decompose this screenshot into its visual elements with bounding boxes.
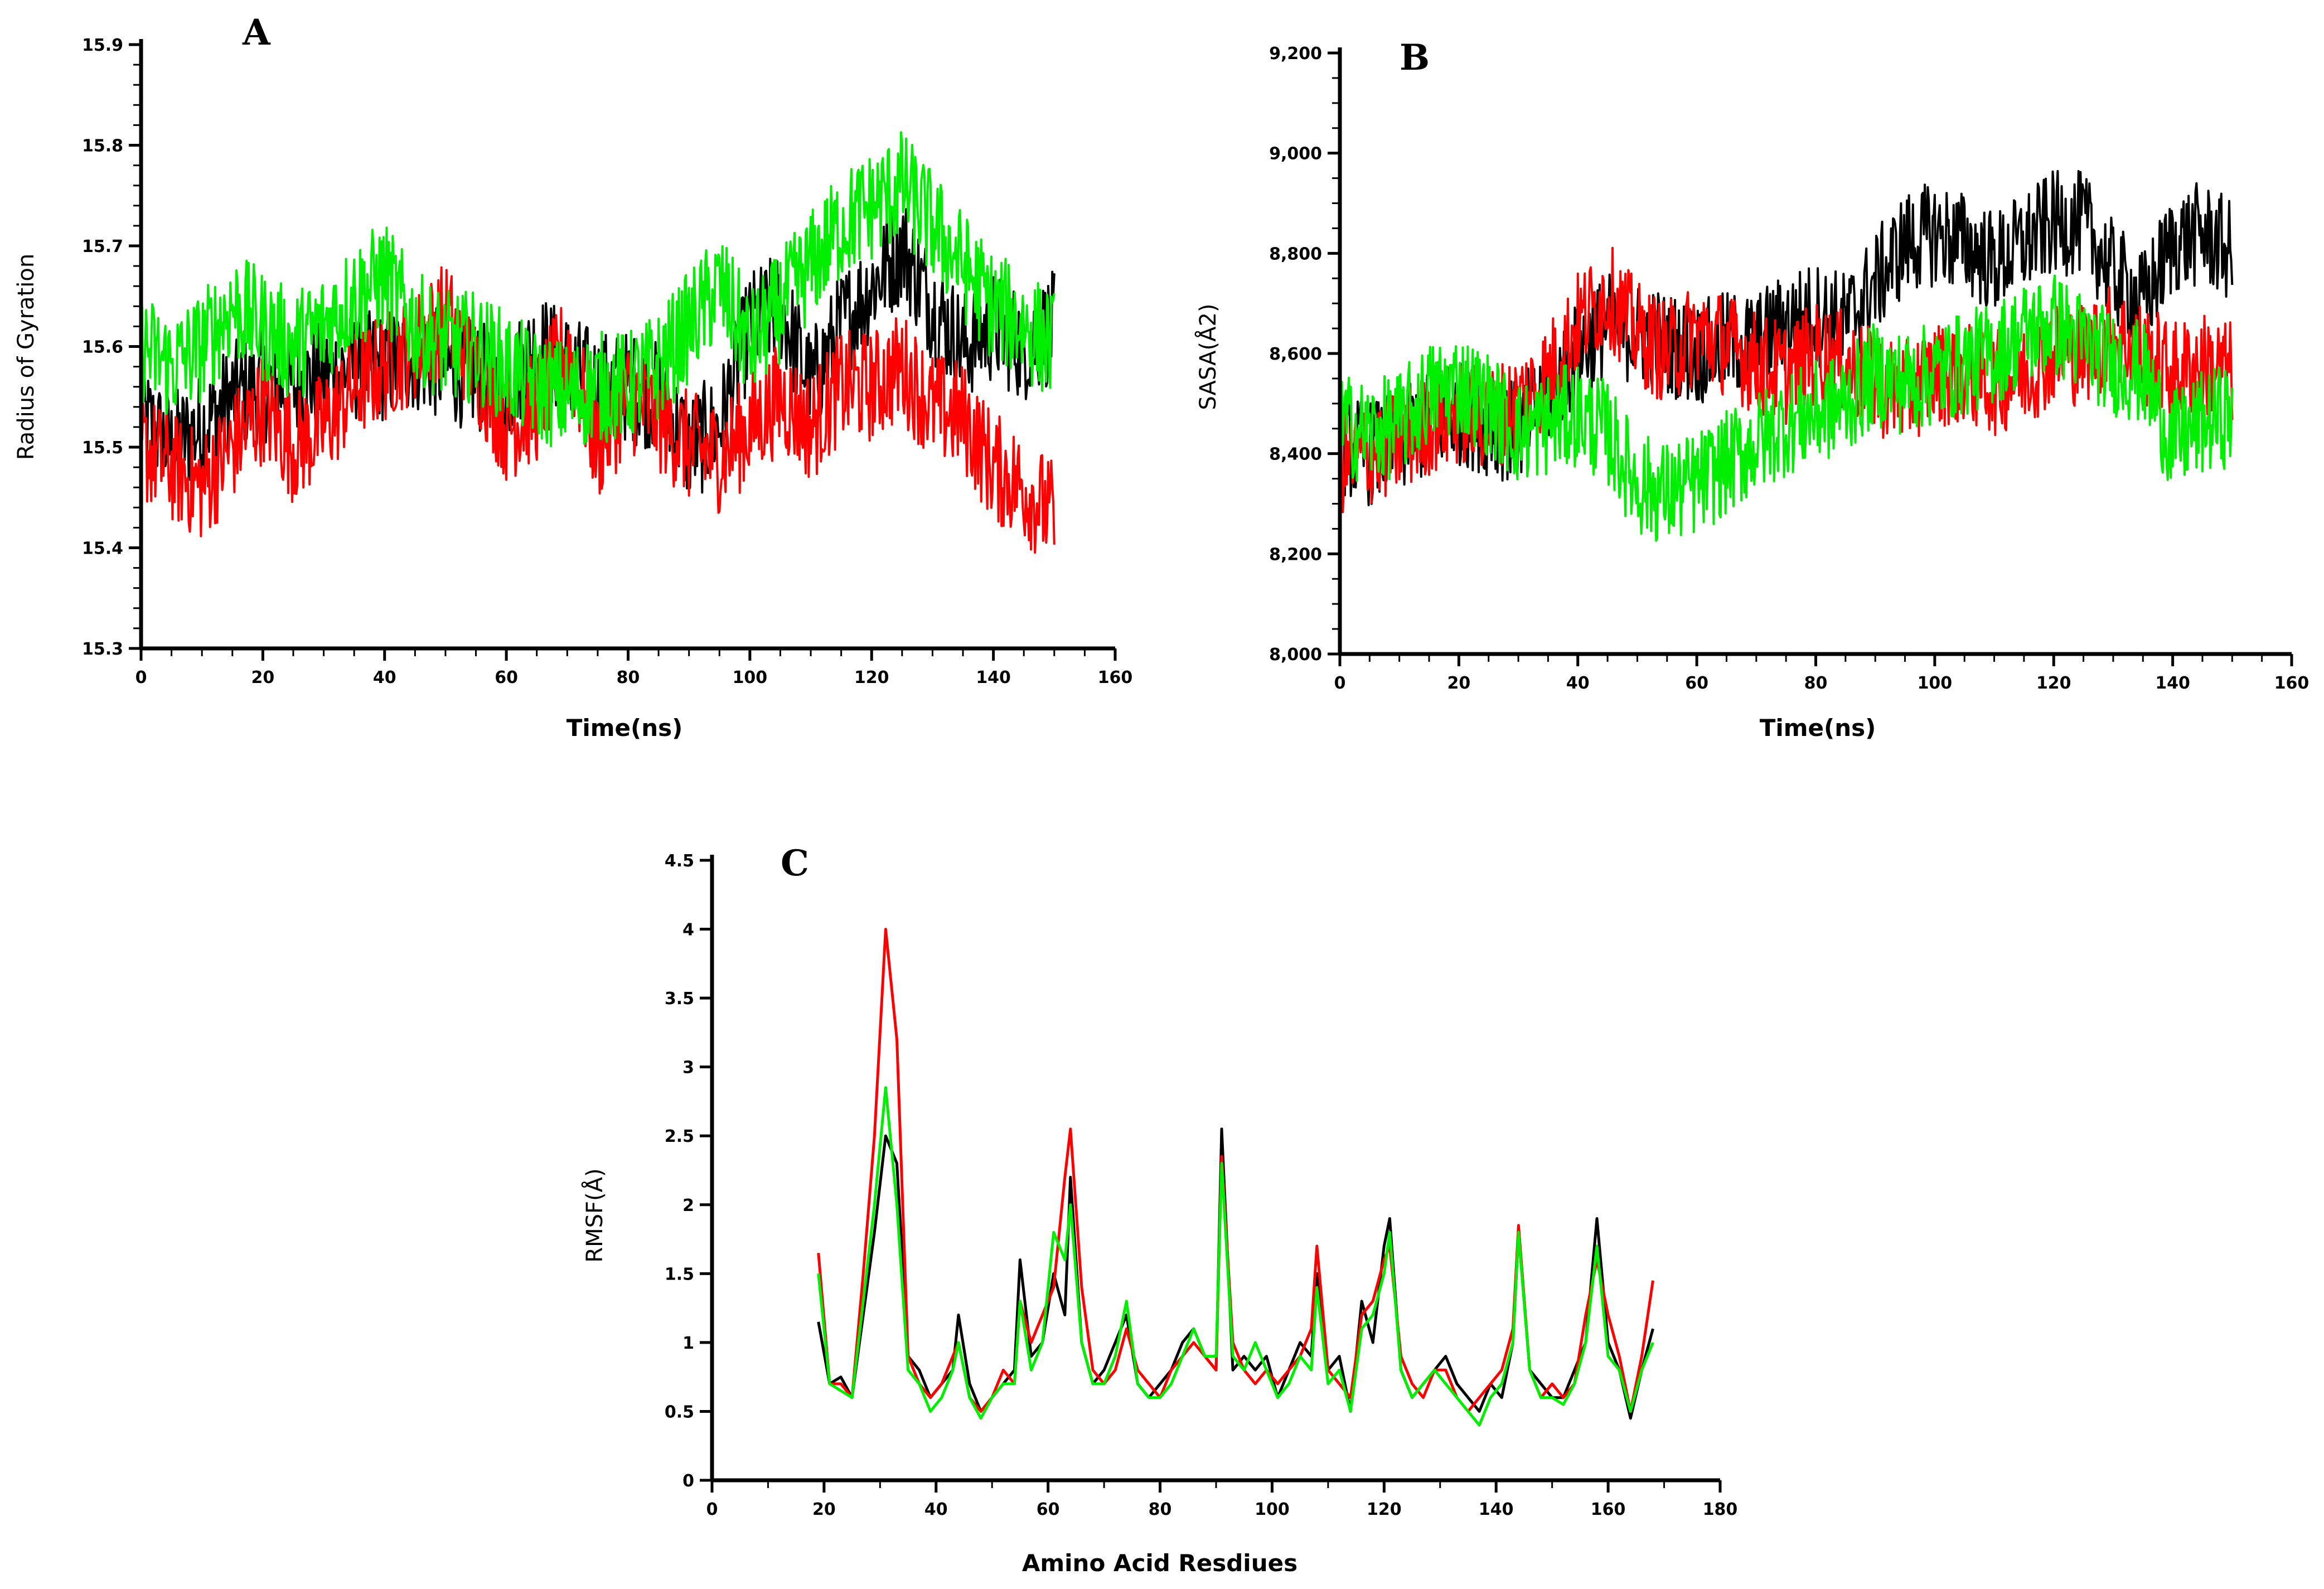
series-line-red — [140, 266, 1056, 554]
y-tick-label: 15.6 — [82, 338, 123, 357]
x-tick-label: 100 — [733, 668, 768, 687]
y-tick-label: 3 — [682, 1058, 694, 1078]
x-tick-label: 40 — [924, 1500, 948, 1519]
x-tick-label: 0 — [1334, 674, 1346, 693]
x-tick-label: 20 — [1447, 674, 1471, 693]
x-tick-label: 40 — [373, 668, 396, 687]
x-tick-label: 160 — [2274, 674, 2310, 693]
series-line-red — [1339, 246, 2234, 513]
y-tick-label: 9,000 — [1269, 144, 1322, 164]
y-axis-title: RMSF(Å) — [581, 1168, 608, 1262]
x-tick-label: 140 — [1479, 1500, 1514, 1519]
y-tick-label: 4.5 — [665, 851, 694, 871]
x-tick-label: 160 — [1098, 668, 1133, 687]
y-tick-label: 15.5 — [82, 438, 123, 458]
y-tick-label: 2 — [682, 1196, 694, 1215]
series-line-black — [817, 1127, 1654, 1420]
y-tick-label: 3.5 — [665, 989, 694, 1009]
y-axis-title: Radius of Gyration — [13, 254, 39, 460]
x-tick-label: 60 — [1685, 674, 1708, 693]
y-tick-label: 0 — [682, 1471, 694, 1491]
chart-c: C RMSF(Å) Amino Acid Resdiues 0 20 40 60 80 1… — [581, 842, 1737, 1577]
y-tick-label: 8,800 — [1269, 244, 1322, 264]
x-tick-label: 80 — [1804, 674, 1828, 693]
y-tick-label: 8,200 — [1269, 545, 1322, 564]
x-tick-label: 20 — [812, 1500, 836, 1519]
x-tick-label: 20 — [251, 668, 275, 687]
y-tick-label: 15.3 — [82, 640, 123, 659]
y-tick-label: 8,000 — [1269, 645, 1322, 665]
x-tick-label: 0 — [135, 668, 147, 687]
x-tick-label: 40 — [1566, 674, 1590, 693]
x-tick-label: 140 — [2155, 674, 2190, 693]
y-tick-label: 1 — [682, 1334, 694, 1353]
series-line-green — [140, 131, 1056, 448]
y-axis-title: SASA(Å2) — [1194, 303, 1221, 410]
y-tick-label: 15.4 — [82, 539, 123, 559]
x-tick-label: 80 — [1149, 1500, 1172, 1519]
x-tick-label: 140 — [976, 668, 1011, 687]
y-tick-label: 8,600 — [1269, 345, 1322, 364]
x-axis-title: Time(ns) — [567, 714, 683, 742]
y-tick-label: 0.5 — [665, 1402, 694, 1422]
y-tick-label: 4 — [682, 921, 694, 940]
panel-label-a: A — [242, 12, 271, 54]
x-tick-label: 180 — [1703, 1500, 1738, 1519]
x-tick-label: 120 — [1367, 1500, 1402, 1519]
x-tick-label: 160 — [1591, 1500, 1626, 1519]
x-tick-label: 60 — [495, 668, 518, 687]
y-tick-label: 15.9 — [82, 36, 123, 55]
x-tick-label: 60 — [1037, 1500, 1060, 1519]
x-tick-label: 0 — [706, 1500, 718, 1519]
series-line-green — [1339, 274, 2234, 542]
panel-label-b: B — [1400, 37, 1430, 79]
y-tick-label: 9,200 — [1269, 44, 1322, 64]
chart-b: B SASA(Å2) Time(ns) 0 20 40 60 80 100 120 140 16… — [1194, 37, 2309, 742]
y-tick-label: 8,400 — [1269, 445, 1322, 464]
x-tick-label: 100 — [1918, 674, 1953, 693]
y-tick-label: 1.5 — [665, 1265, 694, 1284]
series-line-green — [817, 1086, 1654, 1427]
x-axis-title: Amino Acid Resdiues — [1022, 1549, 1297, 1577]
chart-a: A Radius of Gyration Time(ns) 0 20 40 60 80 1… — [13, 12, 1132, 742]
x-tick-label: 120 — [2036, 674, 2071, 693]
y-tick-label: 15.7 — [82, 237, 123, 256]
x-tick-label: 80 — [617, 668, 640, 687]
x-tick-label: 100 — [1255, 1500, 1290, 1519]
panel-label-c: C — [781, 842, 809, 884]
x-tick-label: 120 — [854, 668, 889, 687]
y-tick-label: 15.8 — [82, 137, 123, 156]
x-axis-title: Time(ns) — [1760, 714, 1876, 742]
y-tick-label: 2.5 — [665, 1127, 694, 1146]
